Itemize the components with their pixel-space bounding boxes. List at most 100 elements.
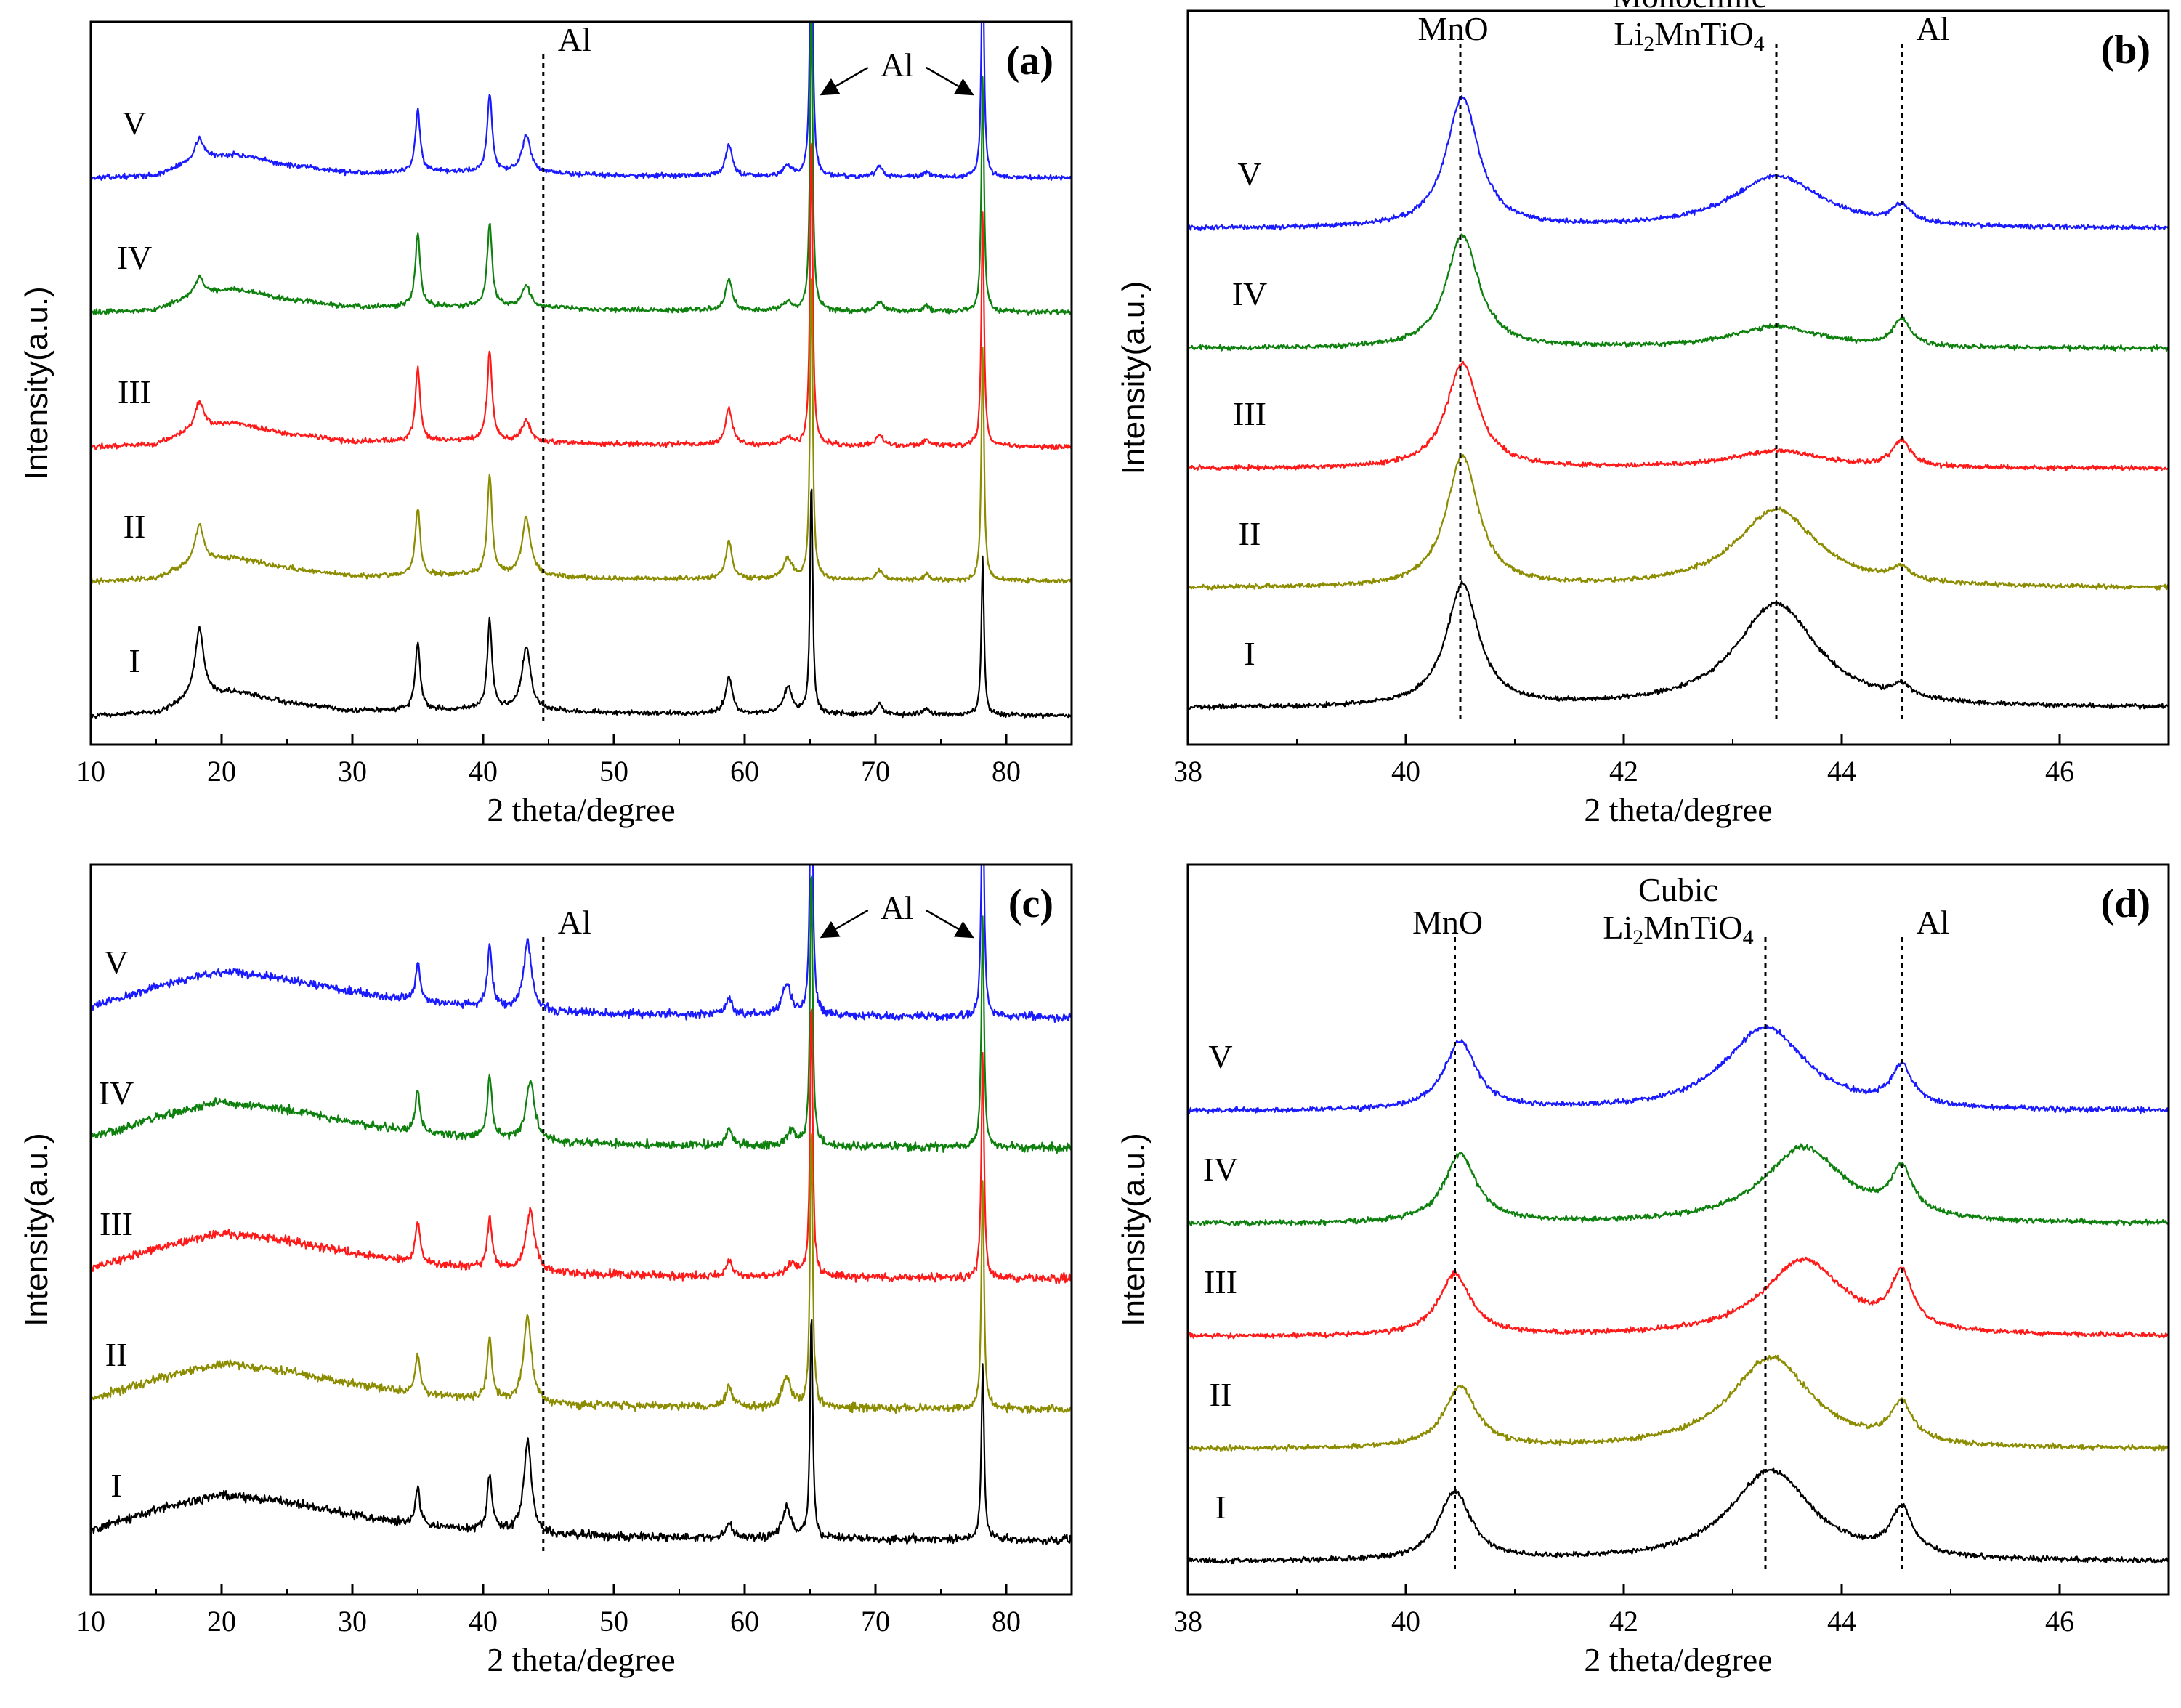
series-II-line: [91, 278, 1072, 585]
series-label-II: II: [1239, 515, 1261, 552]
x-tick-label: 46: [2045, 1605, 2074, 1638]
x-tick-label: 40: [1391, 755, 1420, 788]
x-tick-label: 60: [730, 755, 759, 788]
x-axis-title: 2 theta/degree: [1584, 1641, 1772, 1678]
series-I-line: [1188, 580, 2169, 711]
annotation-al-arrows: Al: [881, 46, 914, 84]
x-tick-label: 44: [1827, 1605, 1856, 1638]
x-axis-title: 2 theta/degree: [487, 1641, 675, 1678]
annotation-mno: MnO: [1417, 10, 1488, 47]
panel-label: (d): [2101, 881, 2150, 926]
series-label-I: I: [1244, 635, 1255, 672]
x-tick-label: 46: [2045, 755, 2074, 788]
plot-frame: [1186, 863, 2170, 1596]
series-label-V: V: [1237, 155, 1261, 193]
x-tick-label: 40: [469, 1605, 498, 1638]
arrow-left: [820, 909, 869, 939]
x-tick-label: 80: [992, 1605, 1021, 1638]
y-axis-title: Intensity(a.u.): [19, 1133, 54, 1327]
series-V-line: [1188, 95, 2169, 232]
annotation-mno: MnO: [1412, 904, 1483, 941]
panel-label: (a): [1006, 39, 1053, 84]
y-axis-title: Intensity(a.u.): [1116, 1133, 1152, 1327]
x-tick-label: 10: [76, 1605, 105, 1638]
series-label-I: I: [110, 1467, 121, 1504]
x-tick-label: 30: [338, 755, 367, 788]
arrow-right: [926, 909, 974, 939]
plot-frame: [1186, 9, 2170, 746]
series-label-II: II: [1210, 1376, 1232, 1413]
series-IV-line: [91, 22, 1072, 316]
plot-frame: [89, 20, 1073, 746]
series-III-line: [1188, 360, 2169, 472]
annotation-al-arrows: Al: [881, 889, 914, 926]
annotation-al: Al: [558, 21, 591, 58]
x-tick-label: 42: [1609, 1605, 1638, 1638]
annotation-al: Al: [1917, 10, 1950, 47]
x-tick-label: 30: [338, 1605, 367, 1638]
series-label-III: III: [100, 1205, 133, 1242]
annotation-phase-name: Cubic: [1638, 871, 1718, 908]
annotation-phase-formula: Li2MnTiO4: [1603, 909, 1753, 950]
series-label-IV: IV: [1232, 275, 1268, 312]
series-label-V: V: [122, 105, 146, 142]
x-tick-label: 50: [599, 1605, 628, 1638]
series-IV-line: [1188, 233, 2169, 352]
y-axis-title: Intensity(a.u.): [1116, 281, 1152, 475]
series-I-line: [1188, 1467, 2169, 1565]
series-II-line: [1188, 454, 2169, 591]
y-axis-title: Intensity(a.u.): [19, 286, 54, 480]
series-III-line: [1188, 1256, 2169, 1340]
x-tick-label: 80: [992, 755, 1021, 788]
x-axis-title: 2 theta/degree: [1584, 791, 1772, 828]
x-tick-label: 42: [1609, 755, 1638, 788]
x-tick-label: 20: [207, 755, 236, 788]
series-label-I: I: [129, 642, 139, 679]
x-axis-title: 2 theta/degree: [487, 791, 675, 828]
x-tick-label: 50: [599, 755, 628, 788]
series-label-III: III: [118, 373, 151, 410]
series-V-line: [1188, 1024, 2169, 1114]
series-V-line: [91, 22, 1072, 182]
series-IV-line: [1188, 1143, 2169, 1227]
series-label-IV: IV: [1203, 1151, 1239, 1188]
series-III-line: [91, 142, 1072, 450]
series-I-line: [91, 488, 1072, 719]
x-tick-label: 40: [469, 755, 498, 788]
series-IV-line: [91, 875, 1072, 1154]
series-label-IV: IV: [99, 1074, 134, 1112]
arrow-right: [926, 66, 974, 96]
panel-b: VIVIIIIIIMnOMonoclinicLi2MnTiO4Al3840424…: [1116, 0, 2170, 828]
series-II-line: [1188, 1354, 2169, 1452]
x-tick-label: 60: [730, 1605, 759, 1638]
annotation-phase-name: Monoclinic: [1612, 0, 1766, 15]
series-label-V: V: [1208, 1038, 1232, 1075]
annotation-al: Al: [1917, 904, 1950, 941]
series-label-II: II: [124, 508, 146, 545]
series-I-line: [91, 1319, 1072, 1545]
series-label-IV: IV: [117, 239, 153, 276]
series-label-III: III: [1204, 1263, 1237, 1300]
annotation-phase-formula: Li2MnTiO4: [1614, 15, 1764, 56]
series-II-line: [91, 1133, 1072, 1414]
x-tick-label: 44: [1827, 755, 1856, 788]
series-label-V: V: [104, 944, 128, 981]
series-label-II: II: [105, 1336, 128, 1373]
panel-label: (c): [1008, 881, 1053, 926]
panel-label: (b): [2101, 28, 2150, 73]
arrow-left: [820, 66, 869, 96]
x-tick-label: 40: [1391, 1605, 1420, 1638]
plot-frame: [89, 863, 1073, 1596]
series-III-line: [91, 1008, 1072, 1284]
x-tick-label: 10: [76, 755, 105, 788]
series-label-I: I: [1215, 1489, 1226, 1526]
annotation-al: Al: [558, 904, 591, 941]
x-tick-label: 70: [861, 755, 890, 788]
series-label-III: III: [1233, 395, 1266, 432]
x-tick-label: 38: [1173, 1605, 1202, 1638]
x-tick-label: 20: [207, 1605, 236, 1638]
